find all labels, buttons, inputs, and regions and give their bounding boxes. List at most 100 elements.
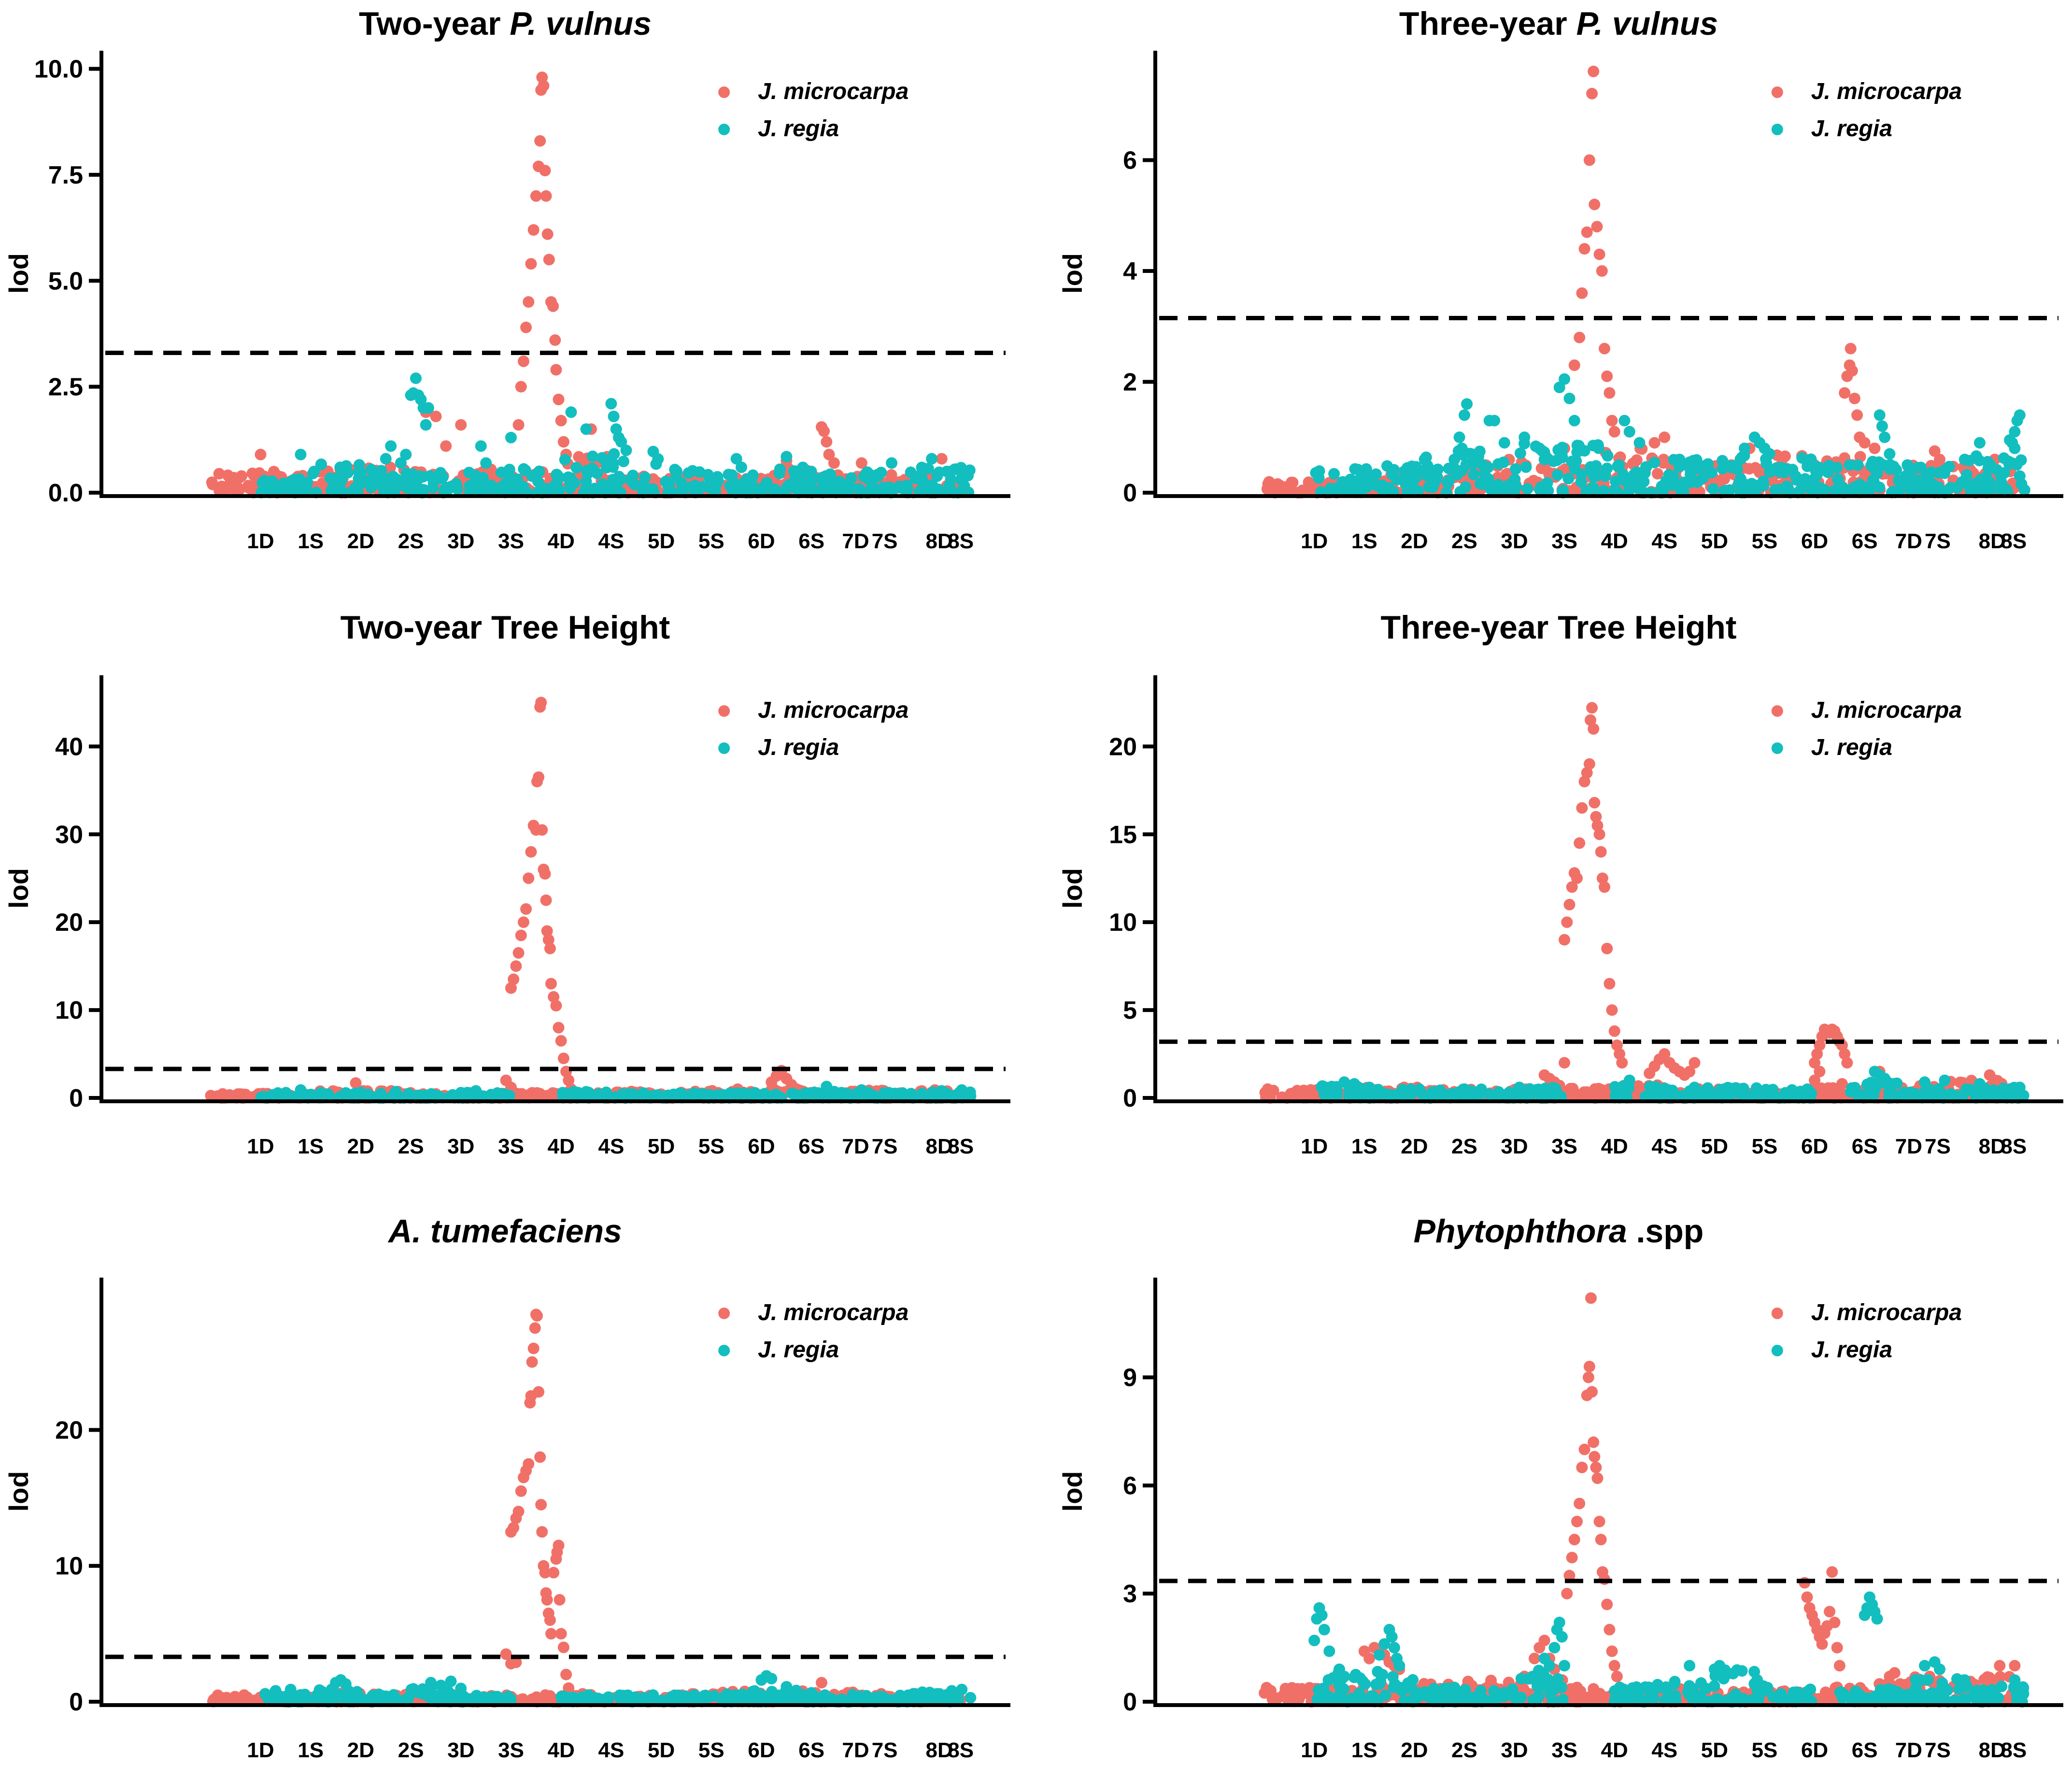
regia-point [1868, 1086, 1880, 1098]
regia-point [1349, 1088, 1361, 1100]
regia-point [1961, 469, 1973, 481]
regia-point [687, 465, 698, 477]
regia-point [615, 473, 627, 485]
y-tick-label: 30 [55, 821, 83, 849]
regia-point [1973, 437, 1986, 449]
regia-point [1731, 463, 1744, 475]
microcarpa-point [1929, 445, 1941, 457]
microcarpa-point [455, 419, 467, 431]
microcarpa-point [544, 942, 556, 954]
regia-point [916, 461, 928, 473]
regia-point [1519, 431, 1531, 443]
microcarpa-point [547, 300, 559, 312]
regia-point [371, 478, 383, 490]
microcarpa-point [548, 1566, 560, 1579]
regia-point [1568, 414, 1580, 427]
microcarpa-point [1284, 481, 1296, 493]
microcarpa-point [548, 991, 560, 1003]
microcarpa-point [1859, 437, 1871, 449]
microcarpa-point [1595, 846, 1607, 858]
microcarpa-point [530, 190, 542, 202]
y-tick-label: 20 [55, 909, 83, 937]
regia-point [1791, 474, 1803, 486]
microcarpa-point [1766, 475, 1778, 487]
regia-point [1559, 373, 1571, 385]
x-tick-label-1d: 1D [247, 1135, 274, 1158]
regia-point [1685, 466, 1697, 478]
microcarpa-point [936, 453, 948, 465]
regia-point [1674, 454, 1686, 466]
microcarpa-point [544, 1614, 556, 1626]
regia-point [390, 1086, 402, 1098]
legend-microcarpa-label: J. microcarpa [1811, 79, 1962, 104]
microcarpa-point [821, 436, 833, 448]
microcarpa-point [555, 1035, 567, 1047]
regia-point [671, 465, 682, 477]
microcarpa-point [538, 80, 550, 92]
x-tick-label-6d: 6D [748, 1738, 775, 1762]
x-tick-label-6d: 6D [1801, 529, 1828, 553]
legend-microcarpa-label: J. microcarpa [758, 1300, 908, 1325]
regia-point [1556, 441, 1568, 454]
regia-point [1849, 1084, 1861, 1096]
regia-point [569, 1086, 581, 1098]
regia-point [1971, 483, 1983, 495]
microcarpa-point [1578, 1443, 1590, 1455]
regia-point [1434, 1084, 1446, 1096]
legend-regia-label: J. regia [758, 116, 839, 142]
regia-point [1521, 483, 1533, 495]
x-tick-label-1s: 1S [298, 1135, 324, 1158]
microcarpa-point [1659, 431, 1671, 443]
regia-point [597, 478, 609, 490]
y-tick-label: 15 [1109, 821, 1137, 849]
microcarpa-point [543, 254, 555, 266]
microcarpa-point [1846, 365, 1858, 377]
microcarpa-point [545, 978, 557, 990]
regia-point [758, 1692, 770, 1704]
x-tick-label-2d: 2D [1401, 529, 1428, 553]
microcarpa-point [1994, 1660, 2006, 1672]
microcarpa-point [1593, 248, 1605, 260]
microcarpa-point [535, 697, 547, 709]
x-tick-label-3d: 3D [1501, 1135, 1528, 1158]
regia-point [1623, 426, 1635, 438]
regia-point [1823, 459, 1835, 471]
legend-microcarpa-label: J. microcarpa [758, 79, 908, 104]
regia-point [611, 483, 624, 495]
regia-point [1697, 471, 1709, 484]
microcarpa-point [1599, 881, 1610, 893]
microcarpa-point [550, 1000, 562, 1011]
regia-point [1562, 472, 1575, 484]
regia-point [1602, 450, 1614, 462]
microcarpa-point [1561, 916, 1573, 928]
microcarpa-point [1589, 1451, 1601, 1463]
regia-point [1330, 1085, 1342, 1097]
regia-point [941, 466, 953, 478]
x-tick-label-1d: 1D [247, 1738, 274, 1762]
microcarpa-point [1599, 342, 1610, 355]
regia-point [1482, 473, 1494, 485]
x-tick-label-2d: 2D [347, 529, 374, 553]
y-tick-label: 2.5 [48, 373, 83, 401]
regia-point [1659, 1082, 1671, 1095]
microcarpa-point [1566, 1551, 1578, 1564]
legend-regia-label: J. regia [758, 735, 839, 760]
y-tick-label: 5.0 [48, 267, 83, 295]
regia-point [586, 462, 598, 474]
microcarpa-point [1596, 265, 1608, 277]
regia-point [771, 1692, 783, 1704]
microcarpa-point [555, 1628, 567, 1640]
microcarpa-point [1585, 1292, 1597, 1304]
regia-point [475, 480, 487, 492]
y-tick-label: 7.5 [48, 161, 83, 189]
regia-point [411, 1686, 423, 1698]
microcarpa-point [515, 929, 527, 941]
regia-point [1483, 1088, 1495, 1100]
microcarpa-point [1500, 469, 1512, 481]
regia-point [1984, 458, 1996, 470]
microcarpa-point [1689, 1057, 1701, 1069]
microcarpa-point [350, 1077, 362, 1089]
microcarpa-point [1583, 758, 1595, 770]
microcarpa-point [557, 436, 569, 448]
